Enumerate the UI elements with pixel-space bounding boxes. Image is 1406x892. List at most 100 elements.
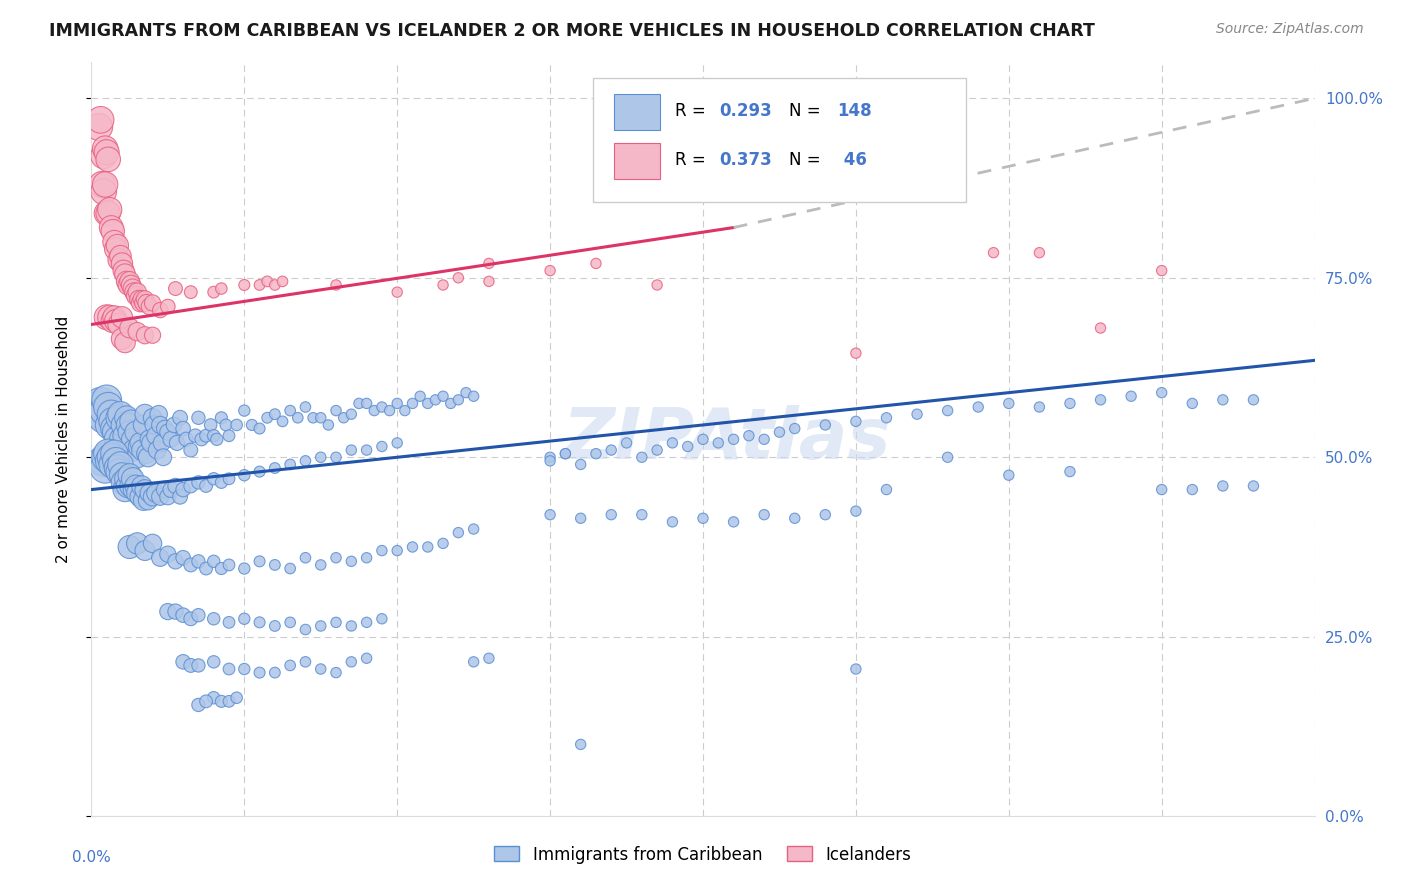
Text: N =: N = (789, 152, 825, 169)
Point (103, 235, 125, 249)
Point (104, 454, 127, 468)
Text: 0.373: 0.373 (718, 152, 772, 169)
Point (112, 475, 135, 490)
Text: N =: N = (789, 103, 825, 120)
Point (1212, 392, 1234, 407)
Point (371, 612, 394, 626)
Point (340, 655, 363, 669)
Point (100, 450, 122, 465)
Point (569, 738, 592, 752)
Point (233, 662, 256, 676)
Point (120, 277, 142, 292)
Point (136, 450, 159, 465)
Point (127, 450, 149, 465)
Point (96, 310, 118, 325)
Point (205, 432, 228, 446)
Point (148, 407, 170, 421)
Point (225, 417, 247, 432)
Point (1090, 321, 1112, 335)
Point (661, 515, 683, 529)
Point (249, 665, 271, 680)
Point (616, 436, 638, 450)
Point (645, 443, 668, 458)
Point (202, 285, 225, 300)
Point (97, 400, 120, 414)
Point (692, 511, 714, 525)
Point (661, 436, 683, 450)
Point (122, 483, 145, 497)
Point (94, 178, 117, 192)
Point (150, 436, 173, 450)
Point (340, 407, 363, 421)
Point (135, 447, 157, 461)
Point (120, 479, 142, 493)
Point (135, 296, 157, 310)
Point (165, 605, 187, 619)
Point (138, 300, 160, 314)
Point (172, 483, 194, 497)
Point (165, 554, 187, 568)
Point (115, 410, 138, 425)
Point (271, 274, 294, 288)
Point (153, 483, 176, 497)
Text: 46: 46 (838, 152, 866, 169)
Point (180, 479, 202, 493)
Point (1150, 483, 1173, 497)
Point (554, 447, 576, 461)
Point (233, 612, 256, 626)
Point (114, 428, 136, 442)
Point (845, 346, 868, 360)
Point (156, 425, 179, 439)
Point (294, 623, 316, 637)
Point (118, 274, 141, 288)
Point (141, 536, 163, 550)
Point (967, 400, 990, 414)
Point (111, 432, 134, 446)
Point (309, 662, 332, 676)
Point (447, 392, 470, 407)
Point (103, 310, 125, 325)
Point (91, 178, 114, 192)
Point (98, 454, 121, 468)
Point (166, 436, 188, 450)
Point (569, 458, 592, 472)
Point (256, 274, 278, 288)
Point (432, 277, 454, 292)
Point (1243, 479, 1265, 493)
Point (145, 428, 167, 442)
Point (91, 407, 114, 421)
Point (131, 293, 153, 307)
Point (120, 414, 142, 428)
Point (1121, 389, 1143, 403)
Point (165, 282, 187, 296)
Point (127, 486, 149, 500)
Point (340, 554, 363, 568)
Point (233, 277, 256, 292)
Point (94, 142, 117, 156)
Point (1181, 483, 1204, 497)
Point (249, 277, 271, 292)
Point (145, 486, 167, 500)
Point (101, 314, 124, 328)
Point (278, 658, 301, 673)
Point (96, 392, 118, 407)
Point (152, 450, 174, 465)
Point (264, 407, 287, 421)
Point (131, 479, 153, 493)
Point (1181, 396, 1204, 410)
Point (347, 396, 370, 410)
Point (101, 414, 124, 428)
Point (131, 443, 153, 458)
Point (114, 335, 136, 350)
Point (983, 245, 1005, 260)
Point (165, 479, 187, 493)
Point (104, 242, 127, 256)
Point (278, 615, 301, 630)
Point (139, 436, 162, 450)
Y-axis label: 2 or more Vehicles in Household: 2 or more Vehicles in Household (56, 316, 70, 563)
Point (115, 274, 138, 288)
Point (105, 461, 128, 475)
Point (187, 608, 209, 623)
Point (249, 615, 271, 630)
Point (180, 658, 202, 673)
